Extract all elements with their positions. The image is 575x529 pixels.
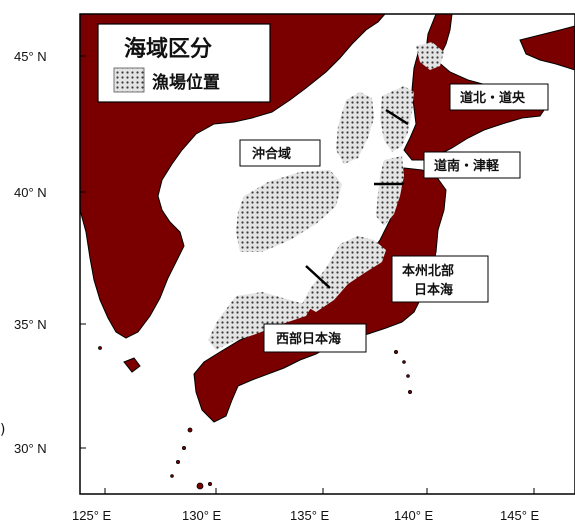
fishing-ground-donan: [376, 156, 404, 226]
svg-text:道北・道央: 道北・道央: [460, 90, 526, 106]
landmass-tsushima: [123, 357, 141, 373]
lon-label-130: 130° E: [182, 508, 222, 523]
svg-text:日本海: 日本海: [414, 282, 453, 298]
fishing-ground-hokkaido-west: [380, 86, 414, 152]
fishing-grounds: [208, 42, 444, 350]
lon-label-135: 135° E: [290, 508, 330, 523]
lat-label-45: 45° N: [14, 49, 47, 64]
lat-label-35: 35° N: [14, 317, 47, 332]
svg-text:道南・津軽: 道南・津軽: [434, 158, 500, 174]
boundary-line-honshu-seibu: [305, 265, 331, 289]
region-label-dohoku: 道北・道央: [449, 83, 549, 111]
edge-paren: ): [0, 422, 5, 438]
region-label-seibu: 西部日本海: [263, 323, 367, 353]
svg-text:本州北部: 本州北部: [402, 263, 454, 279]
area-boundary-lines: [305, 108, 409, 289]
lon-label-125: 125° E: [72, 508, 112, 523]
svg-text:沖合域: 沖合域: [252, 146, 291, 162]
region-label-donan: 道南・津軽: [423, 151, 521, 179]
fishing-ground-offshore-central: [236, 170, 342, 252]
lat-label-40: 40° N: [14, 185, 47, 200]
region-label-honshu: 本州北部 日本海: [391, 255, 489, 303]
fishing-ground-honshu-north: [302, 236, 386, 312]
longitude-ticks: [104, 488, 535, 494]
legend-item-label: 漁場位置: [152, 72, 220, 93]
southern-islands: [98, 346, 412, 490]
boundary-line-dohoku-donan: [385, 108, 409, 126]
svg-text:西部日本海: 西部日本海: [276, 331, 341, 347]
fishing-ground-offshore-north: [336, 92, 374, 164]
landmass-kurils: [519, 25, 575, 71]
map-frame: [79, 13, 575, 495]
fishing-ground-hokkaido-north: [416, 42, 444, 70]
legend-swatch: [113, 67, 145, 93]
lon-label-140: 140° E: [394, 508, 434, 523]
fishing-ground-seibu: [208, 292, 312, 350]
legend-title: 海域区分: [124, 36, 212, 62]
lon-label-145: 145° E: [500, 508, 540, 523]
lat-label-30: 30° N: [14, 441, 47, 456]
latitude-ticks: [80, 55, 86, 449]
region-label-offshore: 沖合域: [239, 139, 321, 167]
legend: 海域区分 漁場位置: [97, 23, 271, 103]
